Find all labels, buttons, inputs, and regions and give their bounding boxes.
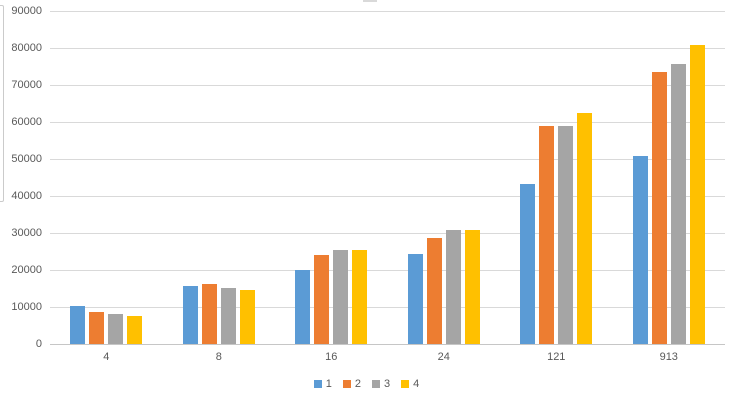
bar-series-3-category-121 <box>558 126 574 344</box>
y-tick-label-10000: 10000 <box>11 301 42 313</box>
bar-series-2-category-913 <box>651 72 667 344</box>
x-tick-label-8: 8 <box>215 351 222 363</box>
legend-label-4: 4 <box>413 378 420 390</box>
legend-label-3: 3 <box>384 378 391 390</box>
y-tick-label-70000: 70000 <box>11 79 42 91</box>
bar-series-1-category-121 <box>520 184 536 344</box>
gridline-80000 <box>50 48 725 49</box>
gridline-20000 <box>50 270 725 271</box>
bar-series-1-category-16 <box>295 270 311 344</box>
gridline-90000 <box>50 11 725 12</box>
bar-series-1-category-24 <box>407 253 423 344</box>
y-tick-label-20000: 20000 <box>11 264 42 276</box>
bar-series-2-category-121 <box>539 125 555 344</box>
bar-series-2-category-8 <box>201 284 217 344</box>
y-tick-label-50000: 50000 <box>11 153 42 165</box>
bar-series-3-category-913 <box>670 63 686 344</box>
y-tick-label-30000: 30000 <box>11 227 42 239</box>
legend-item-3: 3 <box>372 378 390 390</box>
bar-series-2-category-4 <box>89 311 105 344</box>
bar-series-1-category-913 <box>632 156 648 344</box>
gridline-30000 <box>50 233 725 234</box>
bar-series-3-category-16 <box>333 250 349 344</box>
bar-series-2-category-16 <box>314 254 330 344</box>
legend-label-2: 2 <box>354 378 361 390</box>
y-tick-label-40000: 40000 <box>11 190 42 202</box>
x-tick-label-16: 16 <box>325 351 338 363</box>
legend-swatch-1 <box>313 380 322 388</box>
legend-swatch-4 <box>401 380 410 388</box>
legend-label-1: 1 <box>325 378 332 390</box>
bar-series-4-category-24 <box>464 230 480 344</box>
gridline-60000 <box>50 122 725 123</box>
x-tick-label-24: 24 <box>437 351 450 363</box>
gridline-40000 <box>50 196 725 197</box>
bar-series-4-category-913 <box>689 45 705 344</box>
x-tick-label-4: 4 <box>103 351 110 363</box>
bar-series-3-category-4 <box>108 313 124 344</box>
y-tick-label-60000: 60000 <box>11 116 42 128</box>
bar-series-1-category-8 <box>182 286 198 344</box>
y-tick-label-0: 0 <box>35 338 42 350</box>
clipped-left-edge-element <box>0 5 4 202</box>
gridline-70000 <box>50 85 725 86</box>
gridline-10000 <box>50 307 725 308</box>
bar-series-3-category-8 <box>220 288 236 344</box>
gridline-0 <box>50 344 725 345</box>
bar-series-4-category-8 <box>239 290 255 344</box>
legend-item-1: 1 <box>313 378 332 390</box>
bar-series-4-category-16 <box>352 250 368 344</box>
x-tick-label-913: 913 <box>659 351 678 363</box>
clipped-chart-title-fragment <box>363 0 377 2</box>
legend-swatch-2 <box>342 380 351 388</box>
bar-series-1-category-4 <box>70 305 86 344</box>
legend-item-4: 4 <box>401 378 419 390</box>
bar-series-4-category-121 <box>577 112 593 344</box>
chart-legend: 1 2 3 4 <box>0 377 733 391</box>
y-tick-label-90000: 90000 <box>11 5 42 17</box>
gridline-50000 <box>50 159 725 160</box>
legend-swatch-3 <box>372 380 380 388</box>
bar-series-2-category-24 <box>426 238 442 344</box>
legend-item-2: 2 <box>342 378 361 390</box>
bar-series-4-category-4 <box>127 315 143 344</box>
x-tick-label-121: 121 <box>547 351 566 363</box>
bar-series-3-category-24 <box>445 230 461 344</box>
y-tick-label-80000: 80000 <box>11 42 42 54</box>
